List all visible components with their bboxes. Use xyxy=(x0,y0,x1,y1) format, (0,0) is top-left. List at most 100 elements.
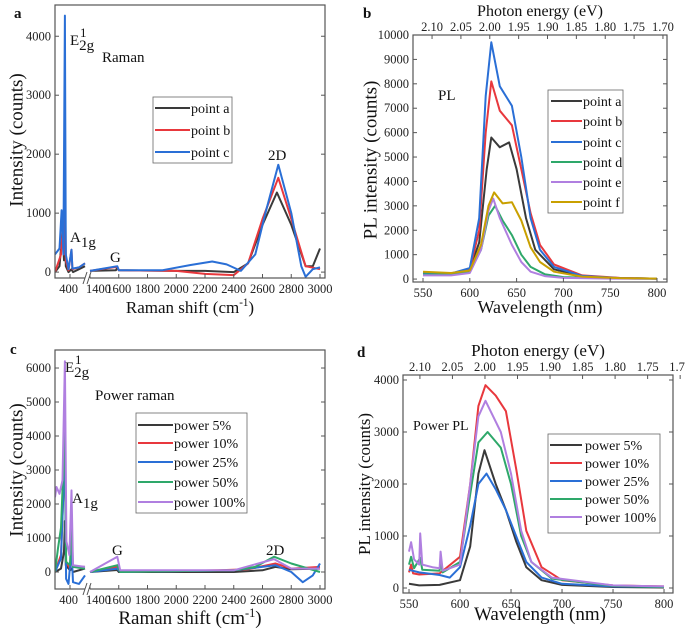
peak-label-sup: 1 xyxy=(80,25,87,40)
x-tick-label: 1600 xyxy=(106,593,131,607)
peak-label-main: G xyxy=(112,543,123,559)
series-line-point-f xyxy=(422,191,658,280)
x-tick-label: 750 xyxy=(601,286,620,300)
x-tick-label: 700 xyxy=(554,286,573,300)
y-axis-label: PL intensity (counts) xyxy=(361,81,382,240)
x-axis-label-close: ) xyxy=(255,608,261,629)
top-tick-label: 1.95 xyxy=(508,20,530,34)
x-tick-label: 400 xyxy=(59,593,78,607)
top-tick-label: 2.10 xyxy=(421,20,443,34)
x-axis-label-text: Wavelength (nm) xyxy=(474,604,606,625)
y-tick-label: 8000 xyxy=(384,77,409,91)
legend-label: point e xyxy=(583,176,622,191)
peak-annotation: G xyxy=(110,250,121,266)
peak-annotation: 2D xyxy=(266,543,285,559)
peak-annotation: E2g1 xyxy=(70,25,95,54)
series-line-power-100- xyxy=(408,399,665,588)
y-tick-label: 2000 xyxy=(384,223,409,237)
y-tick-label: 0 xyxy=(45,265,51,279)
panel-title: Power raman xyxy=(95,388,175,404)
x-tick-label: 2800 xyxy=(279,282,304,296)
top-tick-label: 1.70 xyxy=(669,360,685,374)
x-axis-label-sup: -1 xyxy=(239,297,248,309)
x-tick-label: 3000 xyxy=(308,282,333,296)
top-tick-label: 1.70 xyxy=(652,20,674,34)
top-axis-label: Photon energy (eV) xyxy=(477,3,603,20)
x-tick-label: 2200 xyxy=(193,282,218,296)
y-tick-label: 6000 xyxy=(384,126,409,140)
top-axis-label: Photon energy (eV) xyxy=(471,341,605,360)
panel-title: Raman xyxy=(102,50,145,66)
top-tick-label: 2.05 xyxy=(442,360,464,374)
top-tick-label: 2.00 xyxy=(479,20,501,34)
x-tick-label: 600 xyxy=(460,286,479,300)
y-tick-label: 7000 xyxy=(384,101,409,115)
top-tick-label: 1.80 xyxy=(594,20,616,34)
peak-annotation: G xyxy=(112,543,123,559)
y-tick-label: 2000 xyxy=(374,477,399,491)
y-tick-label: 6000 xyxy=(26,361,51,375)
y-tick-label: 2000 xyxy=(26,147,51,161)
y-tick-label: 3000 xyxy=(384,199,409,213)
x-tick-label: 550 xyxy=(414,286,433,300)
x-axis-label: Raman shift (cm-1) xyxy=(126,297,254,317)
peak-label-sub: 2g xyxy=(74,365,90,381)
legend-label: point a xyxy=(191,102,230,117)
legend-box xyxy=(547,89,624,214)
legend: point a point b point c point d point e point… xyxy=(547,89,624,214)
plot-frame xyxy=(54,4,326,279)
x-tick-label: 800 xyxy=(648,286,667,300)
y-tick-label: 4000 xyxy=(384,174,409,188)
x-tick-label: 2600 xyxy=(250,593,275,607)
x-tick-label: 1600 xyxy=(106,282,131,296)
legend-label: power 25% xyxy=(585,475,649,490)
legend-label: power 5% xyxy=(174,419,231,434)
legend-label: power 100% xyxy=(585,511,656,526)
top-tick-label: 1.95 xyxy=(507,360,529,374)
x-tick-label: 2400 xyxy=(221,282,246,296)
x-axis-label-text: Raman shift (cm xyxy=(118,608,245,629)
x-tick-label: 550 xyxy=(400,597,419,611)
peak-annotation: A1g xyxy=(72,491,98,512)
x-tick-label: 2800 xyxy=(279,593,304,607)
legend: point a point b point c xyxy=(152,96,233,164)
panel-title: PL xyxy=(438,88,456,104)
y-tick-label: 5000 xyxy=(26,395,51,409)
y-tick-label: 9000 xyxy=(384,52,409,66)
peak-label-main: A xyxy=(72,491,83,507)
y-tick-label: 0 xyxy=(403,272,409,286)
y-tick-label: 3000 xyxy=(374,425,399,439)
x-axis-label: Raman shift (cm-1) xyxy=(118,606,261,629)
series-line-point-c xyxy=(55,14,321,278)
peak-label-sub: 1g xyxy=(83,496,99,512)
legend-label: power 5% xyxy=(585,439,642,454)
panel-letter: c xyxy=(10,342,17,358)
peak-annotation: A1g xyxy=(70,230,96,251)
legend: power 5% power 10% power 25% power 50% power… xyxy=(547,433,661,534)
peak-label-sup: 1 xyxy=(75,352,82,367)
legend-label: power 50% xyxy=(174,476,238,491)
top-tick-label: 2.05 xyxy=(450,20,472,34)
legend-label: point d xyxy=(583,156,622,171)
peak-label-main: G xyxy=(110,250,121,266)
top-tick-label: 1.85 xyxy=(565,20,587,34)
x-axis-label: Wavelength (nm) xyxy=(474,604,606,625)
axis-break-gap xyxy=(85,272,90,284)
legend-label: point c xyxy=(191,146,230,161)
x-axis-label-text: Wavelength (nm) xyxy=(477,297,602,318)
panel-title: Power PL xyxy=(413,419,469,434)
x-tick-label: 750 xyxy=(604,597,623,611)
peak-label-sub: 2g xyxy=(79,38,95,54)
x-tick-label: 800 xyxy=(655,597,674,611)
x-axis-label-sup: -1 xyxy=(245,606,255,620)
x-axis-label-close: ) xyxy=(248,298,254,317)
top-tick-label: 1.75 xyxy=(623,20,645,34)
x-axis-label-text: Raman shift (cm xyxy=(126,298,239,317)
legend-label: point b xyxy=(583,115,622,130)
y-axis-label: Intensity (counts) xyxy=(7,403,28,537)
x-tick-label: 1800 xyxy=(135,282,160,296)
series-line-point-a xyxy=(55,191,321,274)
peak-annotation: 2D xyxy=(268,148,287,164)
y-tick-label: 1000 xyxy=(26,206,51,220)
